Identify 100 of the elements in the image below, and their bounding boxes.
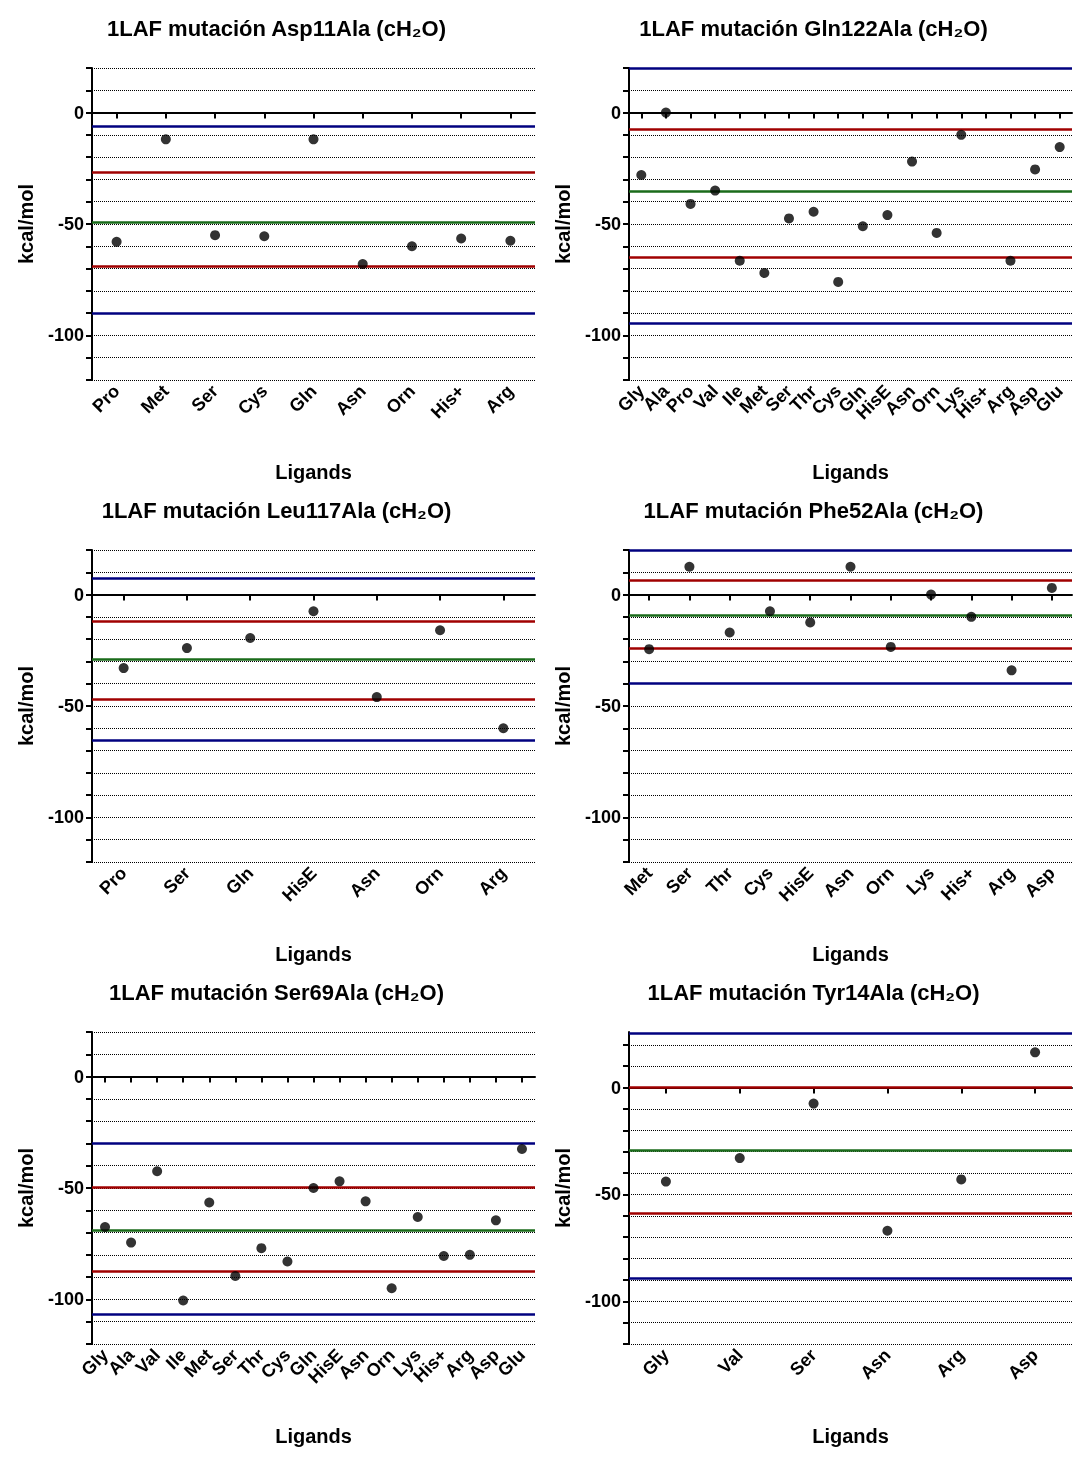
x-axis-title: Ligands — [275, 943, 352, 965]
y-axis-title: kcal/mol — [15, 183, 37, 265]
point — [256, 1243, 267, 1254]
y-tick-label: -50 — [594, 1184, 621, 1205]
x-tick-label: Cys — [739, 862, 778, 901]
point — [204, 1197, 215, 1208]
point — [734, 255, 745, 266]
x-axis-title: Ligands — [275, 461, 352, 483]
point — [1005, 255, 1016, 266]
point — [100, 1222, 111, 1232]
x-tick-label: Met — [620, 862, 657, 899]
point — [1030, 1047, 1041, 1058]
x-tick-label: Arg — [474, 862, 511, 899]
y-tick-label: -100 — [47, 807, 84, 828]
x-tick-label: Asn — [856, 1344, 895, 1384]
x-tick-label: Pro — [88, 380, 124, 417]
point — [308, 1183, 319, 1193]
x-tick-label: Gln — [221, 862, 258, 899]
point — [245, 633, 256, 644]
y-tick-label: -50 — [57, 1178, 84, 1198]
y-tick-label: -50 — [594, 214, 621, 234]
point — [282, 1256, 293, 1267]
point — [956, 129, 967, 140]
point — [111, 236, 122, 247]
y-tick-label: -50 — [57, 696, 84, 716]
point — [230, 1271, 241, 1282]
point — [644, 644, 655, 655]
x-tick-label: Gln — [285, 380, 321, 417]
point — [412, 1211, 423, 1222]
point — [882, 1225, 893, 1236]
point — [371, 692, 382, 703]
y-tick-label: 0 — [610, 102, 621, 123]
y-tick-label: -100 — [47, 325, 84, 346]
point — [490, 1215, 501, 1226]
chart-title: 1LAF mutación Gln122Ala (cH₂O) — [639, 15, 988, 41]
x-tick-label: Orn — [382, 380, 420, 418]
chart-title: 1LAF mutación Tyr14Ala (cH₂O) — [647, 979, 980, 1005]
point — [435, 625, 446, 636]
x-axis-title: Ligands — [275, 1425, 352, 1447]
x-tick-label: Asn — [345, 862, 384, 902]
x-tick-label: Cys — [233, 380, 272, 419]
y-tick-label: 0 — [610, 1077, 621, 1098]
x-tick-label: Gly — [638, 1344, 673, 1380]
y-tick-label: -50 — [594, 696, 621, 716]
y-tick-label: 0 — [73, 1066, 84, 1087]
point — [160, 134, 171, 145]
point — [882, 210, 893, 221]
point — [181, 643, 192, 654]
x-tick-label: Asn — [331, 380, 370, 420]
point — [833, 276, 844, 287]
point — [685, 198, 696, 209]
x-tick-label: Arg — [932, 1344, 969, 1381]
point — [308, 606, 319, 617]
point — [636, 169, 647, 180]
point — [357, 259, 368, 270]
point — [406, 241, 417, 252]
x-tick-label: Ser — [786, 1344, 821, 1380]
y-tick-label: 0 — [73, 102, 84, 123]
y-tick-label: 0 — [610, 584, 621, 605]
point — [259, 231, 270, 242]
point — [966, 611, 977, 622]
point — [724, 627, 735, 638]
point — [759, 268, 770, 279]
x-tick-label: Orn — [410, 862, 448, 900]
point — [464, 1249, 475, 1260]
y-axis-title: kcal/mol — [15, 665, 37, 747]
point — [907, 156, 918, 167]
x-tick-label: Lys — [902, 862, 939, 899]
point — [152, 1166, 163, 1177]
point — [334, 1176, 345, 1187]
point — [456, 233, 467, 244]
point — [118, 663, 129, 674]
y-axis-title: kcal/mol — [552, 1147, 574, 1229]
point — [308, 134, 319, 145]
point — [734, 1153, 745, 1164]
y-axis-title: kcal/mol — [15, 1147, 37, 1229]
point — [926, 589, 937, 600]
x-tick-label: Thr — [702, 862, 737, 898]
x-tick-label: Ser — [661, 862, 697, 898]
point — [386, 1283, 397, 1294]
point — [805, 617, 816, 628]
x-tick-label: Val — [714, 1344, 747, 1378]
x-axis-title: Ligands — [812, 461, 889, 483]
point — [764, 606, 775, 617]
point — [1054, 142, 1065, 153]
point — [210, 230, 221, 241]
point — [931, 227, 942, 238]
point — [710, 185, 721, 196]
point — [857, 221, 868, 232]
y-tick-label: -100 — [47, 1289, 84, 1310]
y-tick-label: -100 — [584, 1291, 621, 1312]
x-tick-label: Met — [136, 380, 173, 417]
x-tick-label: Arg — [982, 862, 1019, 899]
point — [660, 107, 671, 118]
point — [956, 1174, 967, 1185]
x-axis-title: Ligands — [812, 1425, 889, 1447]
chart-title: 1LAF mutación Leu117Ala (cH₂O) — [101, 497, 452, 523]
y-tick-label: -100 — [584, 807, 621, 828]
x-tick-label: Asp — [1020, 862, 1059, 902]
chart-title: 1LAF mutación Ser69Ala (cH₂O) — [109, 979, 444, 1005]
